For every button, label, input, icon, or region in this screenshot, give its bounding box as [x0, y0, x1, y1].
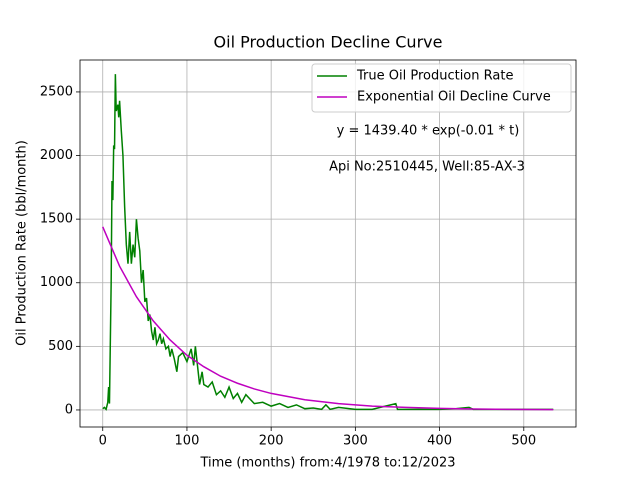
- x-tick-label: 200: [259, 434, 284, 449]
- annotation: Api No:2510445, Well:85-AX-3: [329, 160, 525, 175]
- x-tick-label: 100: [175, 434, 200, 449]
- series-line: [102, 226, 554, 411]
- y-tick-label: 2500: [40, 84, 73, 99]
- y-tick-label: 1000: [40, 275, 73, 290]
- x-tick-label: 300: [343, 434, 368, 449]
- x-tick-label: 500: [511, 434, 536, 449]
- y-tick-label: 2000: [40, 148, 73, 163]
- y-tick-label: 0: [65, 402, 73, 417]
- legend-box: [311, 63, 572, 113]
- legend-label: True Oil Production Rate: [356, 69, 513, 84]
- x-tick-label: 0: [99, 434, 107, 449]
- plot-frame: [79, 59, 577, 428]
- legend-label: Exponential Oil Decline Curve: [357, 90, 551, 105]
- y-axis-label: Oil Production Rate (bbl/month): [15, 140, 30, 346]
- y-tick-label: 500: [48, 339, 73, 354]
- series-line: [102, 74, 554, 411]
- annotation: y = 1439.40 * exp(-0.01 * t): [337, 124, 520, 139]
- x-tick-label: 400: [427, 434, 452, 449]
- y-tick-label: 1500: [40, 212, 73, 227]
- chart-title: Oil Production Decline Curve: [214, 33, 443, 52]
- x-axis-label: Time (months) from:4/1978 to:12/2023: [199, 456, 455, 471]
